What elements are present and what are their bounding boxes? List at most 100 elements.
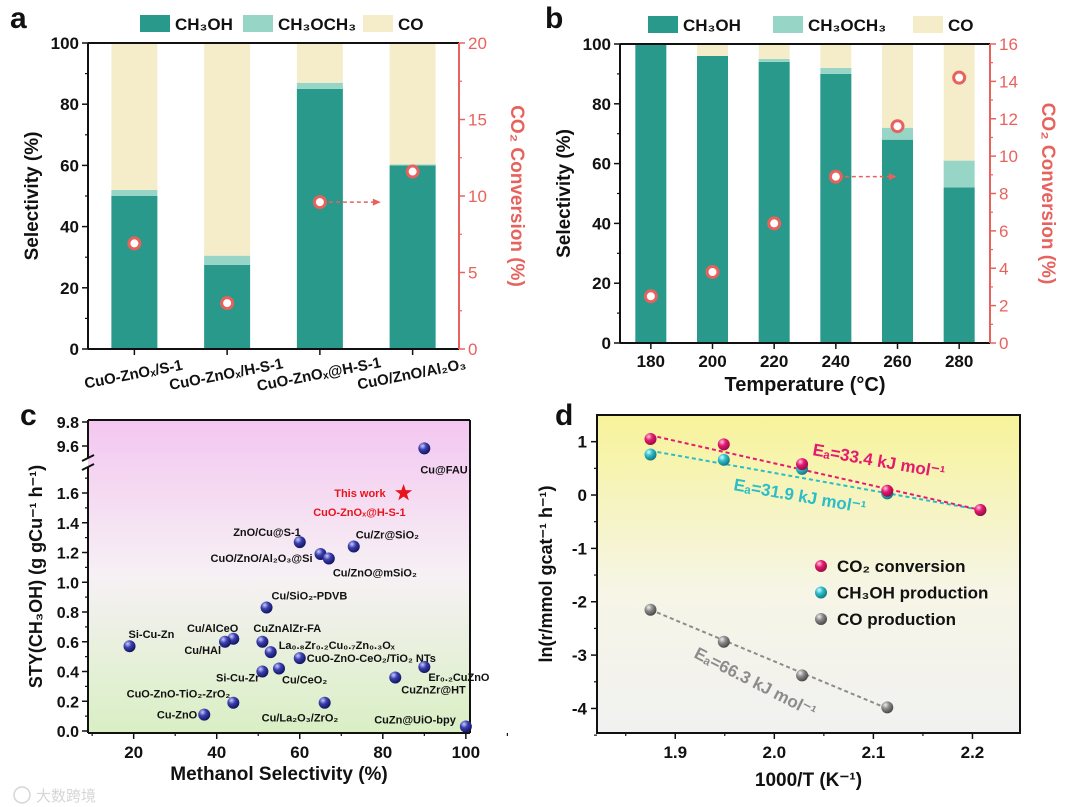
y-tick-label: 40	[592, 214, 611, 233]
watermark-logo-icon	[13, 786, 31, 804]
y-tick-label: -2	[572, 593, 587, 612]
panel-label: c	[20, 399, 37, 432]
panel-label: a	[10, 2, 27, 35]
point-label: CuO-ZnO-CeO₂/TiO₂ NTs	[307, 653, 436, 665]
y-axis-title: Selectivity (%)	[554, 129, 575, 258]
x-tick-label: 40	[207, 743, 226, 762]
conversion-point	[127, 236, 142, 251]
y-tick-label: 100	[51, 34, 79, 53]
highlight-label: This work	[334, 488, 386, 500]
x-tick-label: 260	[883, 352, 911, 371]
y-tick-label: 0	[602, 334, 611, 353]
axis-break-mark	[81, 463, 95, 471]
bar-segment-co	[820, 44, 852, 68]
y-tick-label: 1.4	[57, 516, 79, 533]
legend-label: CO	[398, 15, 424, 34]
y2-tick-label: 0	[468, 340, 477, 359]
bar-segment-co	[296, 43, 343, 83]
data-point	[227, 696, 240, 709]
data-point-co-production	[796, 669, 809, 682]
conversion-point	[220, 296, 235, 311]
data-point	[256, 635, 269, 648]
data-point	[198, 708, 211, 721]
arrow-head-icon	[372, 198, 381, 206]
y-tick-label: 9.8	[57, 415, 79, 432]
y2-tick-label: 0	[999, 334, 1008, 353]
legend-label: CO	[948, 16, 974, 35]
legend-label: CH₃OCH₃	[278, 15, 356, 34]
point-label: Si-Cu-Zn	[129, 629, 175, 641]
y-tick-label: 0	[578, 486, 587, 505]
data-point-ch3oh-production	[644, 448, 657, 461]
y-tick-label: 0.0	[57, 724, 79, 741]
point-label: CuO-ZnO-TiO₂-ZrO₂	[127, 689, 231, 701]
fit-line-co-production	[650, 608, 888, 710]
y2-tick-label: 20	[468, 34, 487, 53]
bar-segment-co	[943, 44, 975, 161]
y2-tick-label: 12	[999, 110, 1018, 129]
point-label: Cu/HAl	[184, 645, 221, 657]
legend-marker	[815, 586, 827, 599]
data-point	[219, 635, 232, 648]
y-tick-label: 100	[583, 35, 611, 54]
data-point-co2-conversion	[644, 433, 657, 446]
data-point	[293, 652, 306, 665]
data-point	[256, 665, 269, 678]
point-label: Si-Cu-Zr	[216, 673, 260, 685]
legend-swatch	[243, 15, 273, 32]
y-tick-label: 0.8	[57, 605, 79, 622]
x-tick-label: 2.0	[763, 743, 787, 762]
panel-label: d	[555, 399, 573, 432]
x-tick-label: 200	[698, 352, 726, 371]
y-tick-label: 1.2	[57, 546, 79, 563]
conversion-point	[828, 169, 843, 184]
panel-c: c 0.0 0.2 0.4 0.6 0.8 1.0 1.2 1.4 1.6 9.6 9.8 20 40 60…	[20, 399, 508, 785]
legend-swatch	[913, 16, 943, 33]
data-point	[260, 601, 273, 614]
data-point	[322, 552, 335, 565]
data-point-co-production	[644, 603, 657, 616]
y-tick-label: 20	[60, 279, 79, 298]
point-label: Cu/CeO₂	[282, 675, 327, 687]
x-tick-label: 220	[760, 352, 788, 371]
plot-frame	[596, 414, 1021, 734]
bar-segment-ch3oh	[882, 139, 913, 343]
conversion-point	[767, 216, 782, 231]
y-tick-label: 0.2	[57, 694, 79, 711]
x-tick-label: 1.9	[663, 743, 687, 762]
y-tick-label: -1	[572, 539, 587, 558]
legend-swatch	[140, 15, 170, 32]
highlight-sublabel: CuO-ZnOₓ@H-S-1	[313, 507, 405, 519]
conversion-point	[952, 70, 967, 85]
y2-tick-label: 6	[999, 222, 1008, 241]
x-tick-label: 2.1	[862, 743, 886, 762]
x-tick-label: 100	[452, 743, 480, 762]
bar-segment-co	[697, 44, 728, 56]
panel-label: b	[545, 2, 563, 35]
y-tick-label: 1.0	[57, 575, 79, 592]
axis-break-mark	[81, 454, 95, 462]
y-tick-label: 0.4	[57, 665, 79, 682]
watermark-text: 大数跨境	[36, 787, 96, 805]
data-point	[318, 696, 331, 709]
bar-segment-co	[111, 43, 158, 190]
bar-segment-ch3oh	[943, 187, 975, 343]
data-point	[123, 640, 136, 653]
y-tick-label: 1.6	[57, 486, 79, 503]
point-label: CuO/ZnO/Al₂O₃@Si	[211, 553, 313, 565]
point-label: CuZnAlZr-FA	[253, 623, 321, 635]
data-point	[273, 662, 285, 675]
y-tick-label: 9.6	[57, 439, 79, 456]
data-point-co-production	[881, 701, 894, 714]
plot-background	[597, 415, 1020, 733]
y2-tick-label: 4	[999, 259, 1008, 278]
legend-label: CH₃OH production	[837, 584, 988, 603]
conversion-point	[890, 119, 905, 134]
y2-tick-label: 10	[999, 147, 1018, 166]
bar-segment-co	[389, 43, 436, 165]
x-tick-label: 60	[290, 743, 309, 762]
y2-tick-label: 10	[468, 187, 487, 206]
point-label: Cu-ZnO	[157, 710, 198, 722]
y2-tick-label: 16	[999, 35, 1018, 54]
